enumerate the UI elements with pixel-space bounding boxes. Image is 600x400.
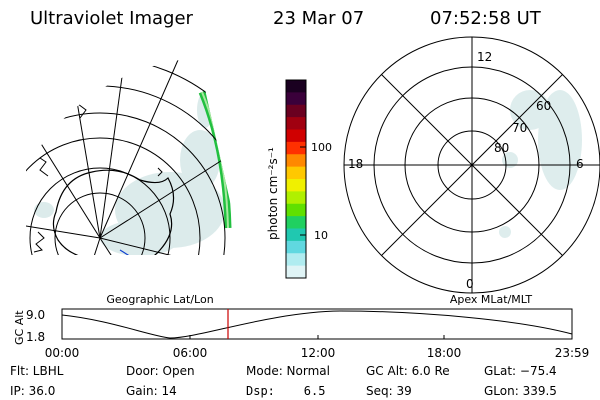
- geographic-map: Geographic Lat/Lon: [26, 58, 242, 306]
- time-tick-0600: 06:00: [173, 346, 208, 360]
- geographic-map-content: [26, 58, 242, 255]
- colorbar-band: [286, 129, 306, 143]
- colorbar-band: [286, 228, 306, 242]
- ground-track: [119, 249, 161, 255]
- time-tick-1200: 12:00: [301, 346, 336, 360]
- mlt-label-12: 12: [477, 50, 492, 64]
- colorbar-band: [286, 166, 306, 180]
- altitude-ytick-min: 1.8: [26, 330, 45, 344]
- colorbar-band: [286, 191, 306, 205]
- colorbar-band: [286, 179, 306, 192]
- magnetic-map-caption: Apex MLat/MLT: [450, 293, 533, 306]
- header-title: Ultraviolet Imager: [30, 8, 194, 29]
- colorbar-tick-10: 10: [314, 229, 328, 242]
- mlt-label-6: 6: [576, 157, 584, 171]
- info-mode: Mode: Normal: [246, 364, 330, 378]
- info-dsp: Dsp: 6.5: [246, 384, 325, 398]
- mlat-label-60: 60: [536, 99, 551, 113]
- header-time: 07:52:58 UT: [430, 8, 542, 29]
- colorbar-frame: [285, 79, 307, 279]
- emission-patches: [34, 92, 225, 255]
- info-gc-altitude: GC Alt: 6.0 Re: [366, 364, 450, 378]
- colorbar-band: [286, 240, 306, 254]
- geographic-map-caption: Geographic Lat/Lon: [106, 293, 213, 306]
- colorbar-band: [286, 104, 306, 118]
- peninsula-coast: [33, 231, 45, 253]
- mlt-label-18: 18: [348, 157, 363, 171]
- altitude-plot: GC Alt 9.0 1.8 00:00 06:00 12:00 18:00 2…: [13, 308, 589, 360]
- colorbar-band: [286, 253, 306, 267]
- magnetic-polar-plot: 12 18 6 0 60 70 80 Apex MLat/MLT: [343, 36, 600, 306]
- mlt-label-0: 0: [466, 277, 474, 291]
- time-tick-0000: 00:00: [45, 346, 80, 360]
- colorbar-band: [286, 117, 306, 130]
- polar-grid: [343, 36, 600, 294]
- colorbar: 100 10 photon cm⁻²s⁻¹: [266, 79, 332, 279]
- colorbar-unit-label: photon cm⁻²s⁻¹: [266, 147, 280, 240]
- time-tick-1800: 18:00: [427, 346, 462, 360]
- antarctica-coastline: [52, 169, 175, 255]
- altitude-ylabel: GC Alt: [13, 310, 26, 345]
- altitude-ytick-max: 9.0: [26, 308, 45, 322]
- colorbar-band: [286, 216, 306, 229]
- colorbar-gradient: [286, 80, 306, 279]
- colorbar-tick-100: 100: [311, 141, 332, 154]
- info-glon: GLon: 339.5: [484, 384, 557, 398]
- colorbar-band: [286, 141, 306, 155]
- colorbar-band: [286, 203, 306, 217]
- altitude-curve: [61, 310, 573, 339]
- info-sequence: Seq: 39: [366, 384, 412, 398]
- time-tick-2359: 23:59: [555, 346, 590, 360]
- colorbar-band: [286, 92, 306, 106]
- colorbar-band: [286, 80, 306, 93]
- altitude-plot-frame: [61, 308, 573, 340]
- info-ip: IP: 36.0: [10, 384, 55, 398]
- colorbar-band: [286, 265, 306, 279]
- mlat-label-80: 80: [494, 141, 509, 155]
- info-filter: Flt: LBHL: [10, 364, 64, 378]
- colorbar-band: [286, 154, 306, 168]
- header-date: 23 Mar 07: [273, 8, 364, 29]
- mlat-label-70: 70: [512, 121, 527, 135]
- info-gain: Gain: 14: [126, 384, 177, 398]
- instrument-info: Flt: LBHL IP: 36.0 Door: Open Gain: 14 M…: [10, 364, 557, 398]
- info-door: Door: Open: [126, 364, 195, 378]
- info-glat: GLat: −75.4: [484, 364, 557, 378]
